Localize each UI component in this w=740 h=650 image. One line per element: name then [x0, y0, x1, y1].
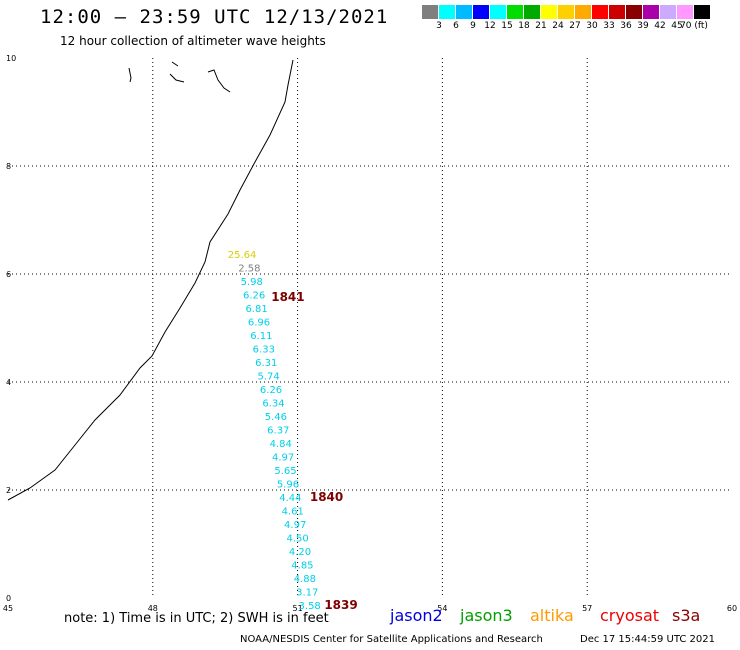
swh-value: 2.58 [238, 263, 260, 274]
legend-swatch [643, 5, 660, 19]
legend-swatch [524, 5, 541, 19]
pass-time-label: 1839 [324, 598, 357, 612]
satellite-name: jason2 [390, 606, 443, 625]
swh-value: 5.65 [274, 466, 296, 477]
legend-swatch [473, 5, 490, 19]
legend-label: 6 [453, 21, 459, 31]
swh-value: 4.44 [279, 493, 301, 504]
legend-label: 24 [552, 21, 564, 31]
satellite-name: altika [530, 606, 574, 625]
swh-value: 6.11 [250, 331, 272, 342]
legend-label: 33 [603, 21, 615, 31]
legend-swatch [558, 5, 575, 19]
legend-swatch [694, 5, 711, 19]
swh-value: 6.37 [267, 425, 289, 436]
y-tick-label: 8 [6, 162, 11, 171]
legend-swatch [456, 5, 473, 19]
swh-value: 3.58 [299, 601, 321, 612]
legend-swatch [507, 5, 524, 19]
swh-value: 25.64 [228, 250, 257, 261]
swh-value: 4.88 [294, 574, 316, 585]
legend-labels: 3 6 9 12 15 18 21 24 27 30 33 36 39 42 45 70 (ft) [422, 19, 740, 31]
y-tick-label: 10 [6, 54, 16, 63]
swh-value: 4.97 [272, 452, 294, 463]
swh-value: 6.96 [248, 317, 270, 328]
y-tick-label: 6 [6, 270, 11, 279]
legend-label: 70 (ft) [680, 21, 708, 31]
legend-swatch [422, 5, 439, 19]
legend-label: 15 [501, 21, 513, 31]
swh-value: 4.97 [284, 520, 306, 531]
color-legend: 3 6 9 12 15 18 21 24 27 30 33 36 39 42 45 70 (ft) [422, 5, 740, 31]
legend-swatch [660, 5, 677, 19]
island-outline [128, 67, 132, 83]
legend-swatch [439, 5, 456, 19]
swh-value: 4.85 [291, 560, 313, 571]
swh-value: 6.26 [243, 290, 265, 301]
swh-value: 6.33 [253, 344, 275, 355]
y-tick-label: 0 [6, 594, 11, 603]
legend-swatch [592, 5, 609, 19]
coastline [7, 59, 294, 501]
legend-swatch [626, 5, 643, 19]
x-tick-label: 45 [3, 604, 13, 613]
swh-value: 5.46 [265, 412, 287, 423]
island-outline [169, 61, 185, 83]
x-tick-label: 60 [727, 604, 737, 613]
legend-label: 39 [637, 21, 649, 31]
swh-value: 4.50 [286, 533, 308, 544]
swh-value: 6.34 [262, 398, 284, 409]
map-title: 12:00 – 23:59 UTC 12/13/2021 [40, 6, 389, 28]
grid-lines [8, 58, 732, 598]
generation-timestamp: Dec 17 15:44:59 UTC 2021 [580, 634, 715, 645]
swh-value: 6.26 [260, 385, 282, 396]
swh-value: 3.17 [296, 587, 318, 598]
swh-value: 4.61 [282, 506, 304, 517]
legend-label: 42 [654, 21, 666, 31]
satellite-name: cryosat [600, 606, 660, 625]
swh-value: 5.96 [277, 479, 299, 490]
legend-label: 12 [484, 21, 496, 31]
swh-value: 6.31 [255, 358, 277, 369]
pass-time-label: 1840 [310, 490, 343, 504]
legend-label: 30 [586, 21, 598, 31]
x-tick-label: 51 [293, 604, 303, 613]
legend-label: 18 [518, 21, 530, 31]
footer-note: note: 1) Time is in UTC; 2) SWH is in fe… [64, 611, 329, 626]
legend-swatches [422, 5, 740, 19]
credit-line: NOAA/NESDIS Center for Satellite Applica… [240, 634, 543, 645]
legend-swatch [677, 5, 694, 19]
y-tick-label: 4 [6, 378, 11, 387]
satellite-name: s3a [672, 606, 701, 625]
legend-label: 36 [620, 21, 632, 31]
legend-label: 9 [470, 21, 476, 31]
legend-label: 27 [569, 21, 581, 31]
x-tick-label: 48 [148, 604, 158, 613]
island-outline [207, 69, 231, 93]
swh-value: 4.84 [270, 439, 292, 450]
y-tick-label: 2 [6, 486, 11, 495]
legend-label: 3 [436, 21, 442, 31]
x-tick-label: 54 [437, 604, 447, 613]
legend-swatch [609, 5, 626, 19]
legend-label: 45 [671, 21, 683, 31]
time-labels: 1841 1840 1839 [271, 290, 357, 612]
x-tick-label: 57 [582, 604, 592, 613]
map-subtitle: 12 hour collection of altimeter wave hei… [60, 34, 326, 48]
swh-observations: 25.64 2.58 5.98 6.26 6.81 6.96 6.11 6.33 6.31 5.7… [228, 250, 321, 612]
swh-value: 6.81 [245, 304, 267, 315]
legend-swatch [575, 5, 592, 19]
satellite-name: jason3 [460, 606, 513, 625]
coastline-path [7, 59, 294, 501]
legend-label: 21 [535, 21, 547, 31]
swh-value: 5.74 [258, 371, 280, 382]
swh-value: 4.20 [289, 547, 311, 558]
axis-ticks: 45 48 51 54 57 60 0 2 4 6 8 10 [3, 54, 737, 613]
legend-swatch [490, 5, 507, 19]
swh-value: 5.98 [241, 277, 263, 288]
legend-swatch [541, 5, 558, 19]
pass-time-label: 1841 [271, 290, 304, 304]
